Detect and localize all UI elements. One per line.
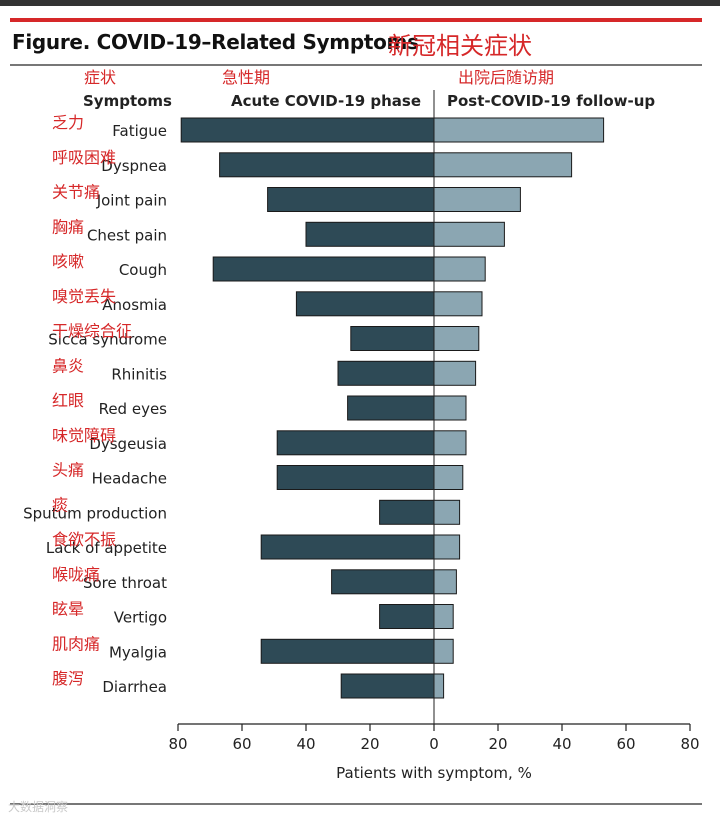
category-label-cn: 呼吸困难 bbox=[52, 148, 116, 167]
acute-bar-11 bbox=[379, 499, 435, 525]
category-label-cn: 喉咙痛 bbox=[52, 565, 100, 584]
post-bar-6 bbox=[433, 326, 480, 351]
category-label: Cough bbox=[119, 261, 167, 279]
post-bar-11 bbox=[433, 499, 461, 525]
post-bar-3 bbox=[433, 221, 505, 247]
x-tick-label: 80 bbox=[680, 735, 699, 753]
post-bar-12 bbox=[433, 534, 461, 560]
symptoms-header-cn: 症状 bbox=[84, 68, 116, 87]
x-tick-label: 60 bbox=[232, 735, 251, 753]
acute-bar-16 bbox=[340, 673, 435, 699]
category-label-cn: 乏力 bbox=[52, 113, 84, 132]
category-label: Rhinitis bbox=[111, 365, 167, 383]
post-bar-4 bbox=[433, 256, 486, 282]
x-axis: 80 60 40 20 0 20 40 60 80 bbox=[168, 723, 700, 753]
symptoms-header: Symptoms bbox=[83, 92, 172, 110]
category-label: Diarrhea bbox=[102, 678, 167, 696]
post-bar-13 bbox=[433, 569, 457, 595]
figure-title: Figure. COVID-19–Related Symptoms bbox=[12, 30, 419, 54]
post-bar-14 bbox=[433, 604, 454, 629]
post-bar-7 bbox=[433, 360, 477, 386]
post-bar-1 bbox=[433, 152, 573, 178]
category-label: Sicca syndrome bbox=[48, 331, 167, 349]
x-tick-label: 40 bbox=[552, 735, 571, 753]
category-label-cn: 红眼 bbox=[52, 391, 84, 410]
category-label: Sore throat bbox=[83, 574, 167, 592]
category-label: Fatigue bbox=[112, 122, 167, 140]
category-label: Anosmia bbox=[102, 296, 167, 314]
acute-bar-9 bbox=[276, 430, 435, 456]
column-headers: 症状 Symptoms 急性期 Acute COVID-19 phase 出院后… bbox=[83, 68, 655, 110]
figure-title-cn: 新冠相关症状 bbox=[388, 32, 532, 60]
post-bar-8 bbox=[433, 395, 467, 421]
acute-bar-13 bbox=[331, 569, 435, 595]
acute-header: Acute COVID-19 phase bbox=[231, 92, 421, 110]
acute-bar-6 bbox=[350, 326, 435, 351]
category-label-cn: 关节痛 bbox=[52, 183, 100, 202]
acute-bar-10 bbox=[276, 465, 435, 490]
category-label: Chest pain bbox=[87, 226, 167, 244]
x-tick-label: 0 bbox=[429, 735, 439, 753]
post-bar-15 bbox=[433, 638, 454, 664]
header-rule bbox=[10, 64, 702, 66]
category-label-cn: 嗅觉丢失 bbox=[52, 287, 116, 306]
top-border bbox=[0, 0, 720, 6]
category-label: Vertigo bbox=[114, 609, 167, 627]
category-label-cn: 鼻炎 bbox=[52, 356, 84, 375]
category-label-cn: 胸痛 bbox=[52, 217, 84, 236]
post-header-cn: 出院后随访期 bbox=[458, 68, 554, 87]
post-header: Post-COVID-19 follow-up bbox=[447, 92, 655, 110]
post-bar-2 bbox=[433, 187, 521, 212]
bars-group bbox=[180, 117, 605, 699]
category-label-cn: 干燥综合征 bbox=[52, 322, 132, 341]
category-label-cn: 食欲不振 bbox=[52, 530, 116, 549]
category-label-cn: 肌肉痛 bbox=[52, 634, 100, 653]
category-label: Joint pain bbox=[96, 192, 167, 210]
acute-bar-3 bbox=[305, 221, 435, 247]
x-axis-label: Patients with symptom, % bbox=[336, 764, 532, 782]
acute-bar-12 bbox=[260, 534, 435, 560]
category-label-cn: 眩晕 bbox=[52, 600, 84, 619]
category-label-cn: 头痛 bbox=[52, 461, 84, 480]
acute-bar-2 bbox=[267, 187, 435, 212]
title-rule bbox=[10, 18, 702, 22]
x-tick-label: 80 bbox=[168, 735, 187, 753]
category-label: Myalgia bbox=[109, 643, 167, 661]
acute-bar-7 bbox=[337, 360, 435, 386]
acute-header-cn: 急性期 bbox=[222, 68, 270, 87]
category-label: Red eyes bbox=[99, 400, 168, 418]
acute-bar-4 bbox=[212, 256, 435, 282]
category-label: Lack of appetite bbox=[46, 539, 167, 557]
acute-bar-15 bbox=[260, 638, 435, 664]
x-tick-label: 60 bbox=[616, 735, 635, 753]
category-label-cn: 腹泻 bbox=[52, 669, 84, 688]
post-bar-16 bbox=[433, 673, 445, 699]
acute-bar-8 bbox=[347, 395, 435, 421]
category-label: Sputum production bbox=[23, 504, 167, 522]
category-label: Headache bbox=[92, 470, 167, 488]
x-tick-label: 20 bbox=[360, 735, 379, 753]
watermark: 大数据洞察 bbox=[8, 800, 69, 814]
post-bar-5 bbox=[433, 291, 483, 317]
post-bar-9 bbox=[433, 430, 467, 456]
x-tick-label: 40 bbox=[296, 735, 315, 753]
x-tick-label: 20 bbox=[488, 735, 507, 753]
category-label-cn: 咳嗽 bbox=[52, 252, 84, 271]
post-bar-0 bbox=[433, 117, 605, 143]
category-label-cn: 味觉障碍 bbox=[52, 426, 116, 445]
acute-bar-0 bbox=[180, 117, 435, 143]
category-label: Dyspnea bbox=[101, 157, 167, 175]
post-bar-10 bbox=[433, 465, 464, 490]
acute-bar-1 bbox=[219, 152, 435, 178]
category-label-cn: 痰 bbox=[52, 495, 68, 514]
footer-rule bbox=[10, 803, 702, 805]
acute-bar-14 bbox=[379, 604, 435, 629]
category-label: Dysgeusia bbox=[89, 435, 167, 453]
acute-bar-5 bbox=[295, 291, 435, 317]
